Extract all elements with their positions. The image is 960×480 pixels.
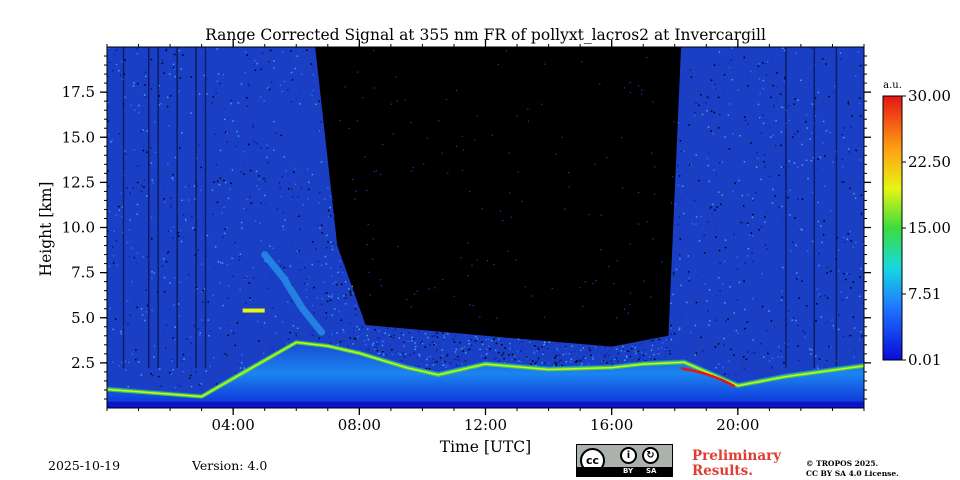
cc-by-label: BY — [623, 467, 634, 475]
colorbar-tick-label: 30.00 — [908, 87, 951, 105]
y-tick-label: 2.5 — [71, 354, 95, 372]
preliminary-line2: Results. — [692, 463, 753, 479]
y-tick-label: 10.0 — [62, 219, 95, 237]
copyright-note: © TROPOS 2025. CC BY SA 4.0 License. — [806, 459, 899, 479]
x-tick-label: 16:00 — [590, 416, 633, 434]
colorbar-tick-label: 7.51 — [908, 285, 941, 303]
colorbar-tick-label: 0.01 — [908, 351, 941, 369]
colorbar-tick-label: 15.00 — [908, 219, 951, 237]
x-tick-label: 08:00 — [338, 416, 381, 434]
chart-title: Range Corrected Signal at 355 nm FR of p… — [205, 26, 766, 44]
near-ground-layer — [107, 401, 864, 408]
y-tick-label: 12.5 — [62, 173, 95, 191]
y-axis-label: Height [km] — [37, 181, 55, 277]
y-tick-label: 15.0 — [62, 128, 95, 146]
cc-sa-label: SA — [646, 467, 657, 475]
x-tick-label: 04:00 — [212, 416, 255, 434]
y-tick-label: 17.5 — [62, 83, 95, 101]
version-label: Version: 4.0 — [192, 458, 268, 473]
colorbar — [882, 95, 903, 361]
x-tick-label: 12:00 — [464, 416, 507, 434]
strong-signal-band — [680, 367, 736, 388]
share-alike-icon: ↻ — [642, 447, 659, 464]
preliminary-results-note: Preliminary Results. — [692, 449, 781, 479]
x-tick-label: 20:00 — [716, 416, 759, 434]
colorbar-tick-label: 22.50 — [908, 153, 951, 171]
valid-signal-region — [107, 47, 864, 408]
date-label: 2025-10-19 — [48, 458, 121, 473]
colorbar-unit: a.u. — [883, 80, 902, 91]
x-axis-label: Time [UTC] — [439, 438, 532, 456]
y-tick-label: 7.5 — [71, 264, 95, 282]
preliminary-line1: Preliminary — [692, 448, 782, 464]
by-person-icon: i — [620, 447, 637, 464]
copyright-line2: CC BY SA 4.0 License. — [806, 469, 899, 478]
aerosol-plume — [261, 251, 325, 336]
cc-license-badge: cc i ↻ BY SA — [576, 444, 673, 477]
y-tick-label: 5.0 — [71, 309, 95, 327]
boundary-layer-region — [107, 339, 864, 408]
copyright-line1: © TROPOS 2025. — [806, 459, 879, 468]
elevated-aerosol-layer — [242, 308, 265, 313]
